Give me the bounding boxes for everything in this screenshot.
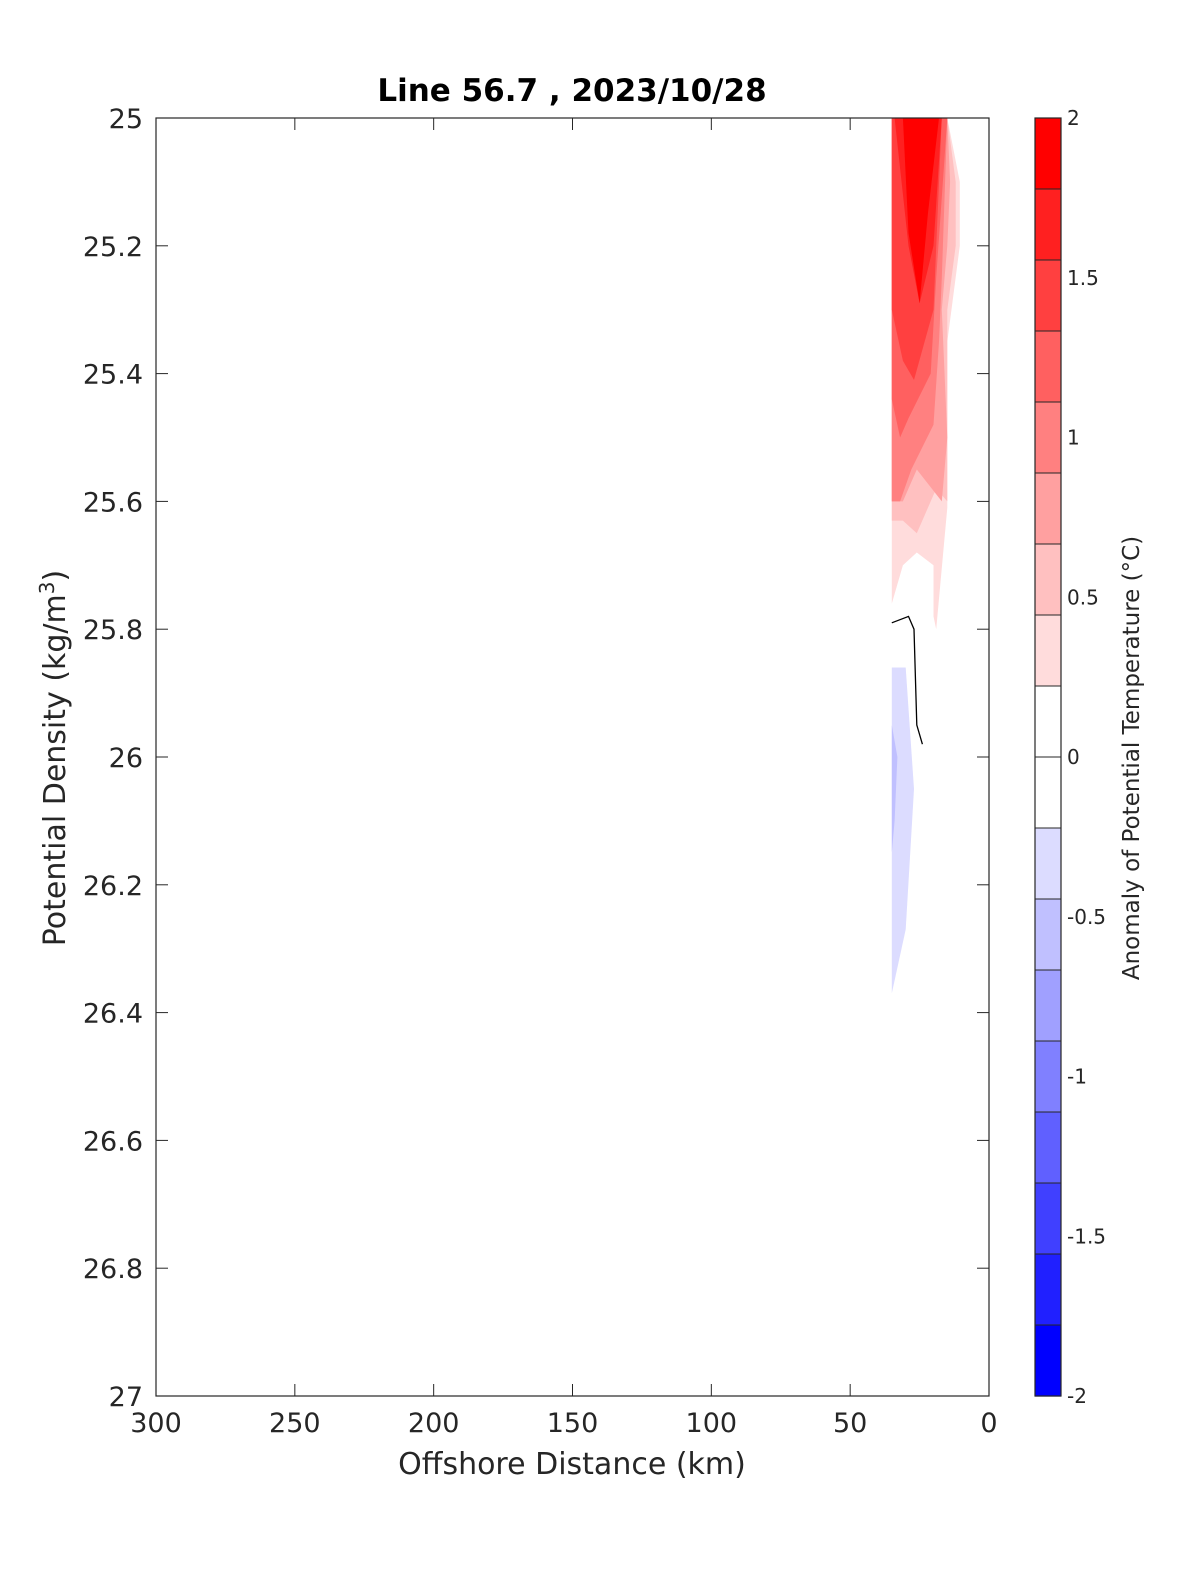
y-tick-label: 26.6	[83, 1126, 143, 1157]
x-tick-label: 100	[686, 1408, 738, 1439]
colorbar-label: Anomaly of Potential Temperature (°C)	[1119, 536, 1145, 980]
y-tick-label: 26	[109, 743, 143, 774]
x-tick-label: 0	[980, 1408, 997, 1439]
x-tick-label: 300	[130, 1408, 182, 1439]
colorbar-band	[1035, 331, 1061, 403]
colorbar-band	[1035, 1183, 1061, 1255]
y-tick-label: 25	[109, 104, 143, 135]
colorbar-band	[1035, 615, 1061, 687]
colorbar-tick-label: -2	[1067, 1384, 1087, 1408]
colorbar-band	[1035, 1041, 1061, 1113]
plot-area	[156, 118, 989, 1396]
y-axis-label-superscript: 3	[35, 581, 59, 594]
colorbar-tick-label: 1	[1067, 426, 1080, 450]
x-tick-label: 250	[269, 1408, 321, 1439]
contour-fill-7	[897, 118, 939, 304]
colorbar-band	[1035, 473, 1061, 545]
colorbar-tick-label: 0	[1067, 745, 1080, 769]
colorbar-band	[1035, 544, 1061, 616]
colorbar-band	[1035, 970, 1061, 1042]
colorbar-band	[1035, 118, 1061, 190]
colorbar: 2 1.5 1 0.5 0 -0.5 -1 -1.5 -2	[1034, 106, 1106, 1408]
x-tick-label: 150	[547, 1408, 599, 1439]
zero-contour-line	[891, 615, 924, 745]
colorbar-band	[1035, 757, 1061, 829]
x-tick-label: 50	[833, 1408, 867, 1439]
y-tick-label: 25.8	[83, 615, 143, 646]
colorbar-tick-label: -1.5	[1067, 1224, 1106, 1248]
colorbar-band	[1035, 899, 1061, 971]
y-axis-label-end: )	[38, 570, 73, 582]
contour-fill-8	[891, 667, 914, 994]
y-axis-label-main: Potential Density (kg/m	[38, 594, 73, 946]
colorbar-frame	[1034, 117, 1062, 1397]
colorbar-tick-label: 0.5	[1067, 585, 1099, 609]
chart-title: Line 56.7 , 2023/10/28	[377, 73, 766, 109]
colorbar-band	[1035, 686, 1061, 758]
colorbar-tick-label: 1.5	[1067, 266, 1099, 290]
colorbar-band	[1035, 1112, 1061, 1184]
x-axis: 300 250 200 150 100 50 0	[130, 118, 998, 1439]
contour-lines	[891, 615, 924, 745]
y-tick-label: 26.2	[83, 871, 143, 902]
x-tick-label: 200	[408, 1408, 460, 1439]
colorbar-band	[1035, 260, 1061, 332]
colorbar-band	[1035, 1254, 1061, 1326]
y-tick-label: 26.8	[83, 1254, 143, 1285]
colorbar-band	[1035, 828, 1061, 900]
colorbar-band	[1035, 189, 1061, 261]
colorbar-band	[1035, 1325, 1061, 1397]
filled-contours	[891, 118, 960, 994]
colorbar-tick-label: -0.5	[1067, 905, 1106, 929]
y-tick-label: 25.6	[83, 487, 143, 518]
y-axis-label: Potential Density (kg/m3)	[35, 570, 73, 946]
colorbar-tick-label: 2	[1067, 106, 1080, 130]
colorbar-tick-label: -1	[1067, 1065, 1087, 1089]
y-tick-label: 25.2	[83, 232, 143, 263]
y-axis: 25 25.2 25.4 25.6 25.8 26 26.2 26.4 26.6 26.8 27	[83, 104, 989, 1413]
y-tick-label: 26.4	[83, 999, 143, 1030]
y-tick-label: 25.4	[83, 360, 143, 391]
colorbar-band	[1035, 402, 1061, 474]
x-axis-label: Offshore Distance (km)	[398, 1447, 746, 1482]
contour-fill-9	[891, 725, 898, 853]
y-tick-label: 27	[109, 1382, 143, 1413]
